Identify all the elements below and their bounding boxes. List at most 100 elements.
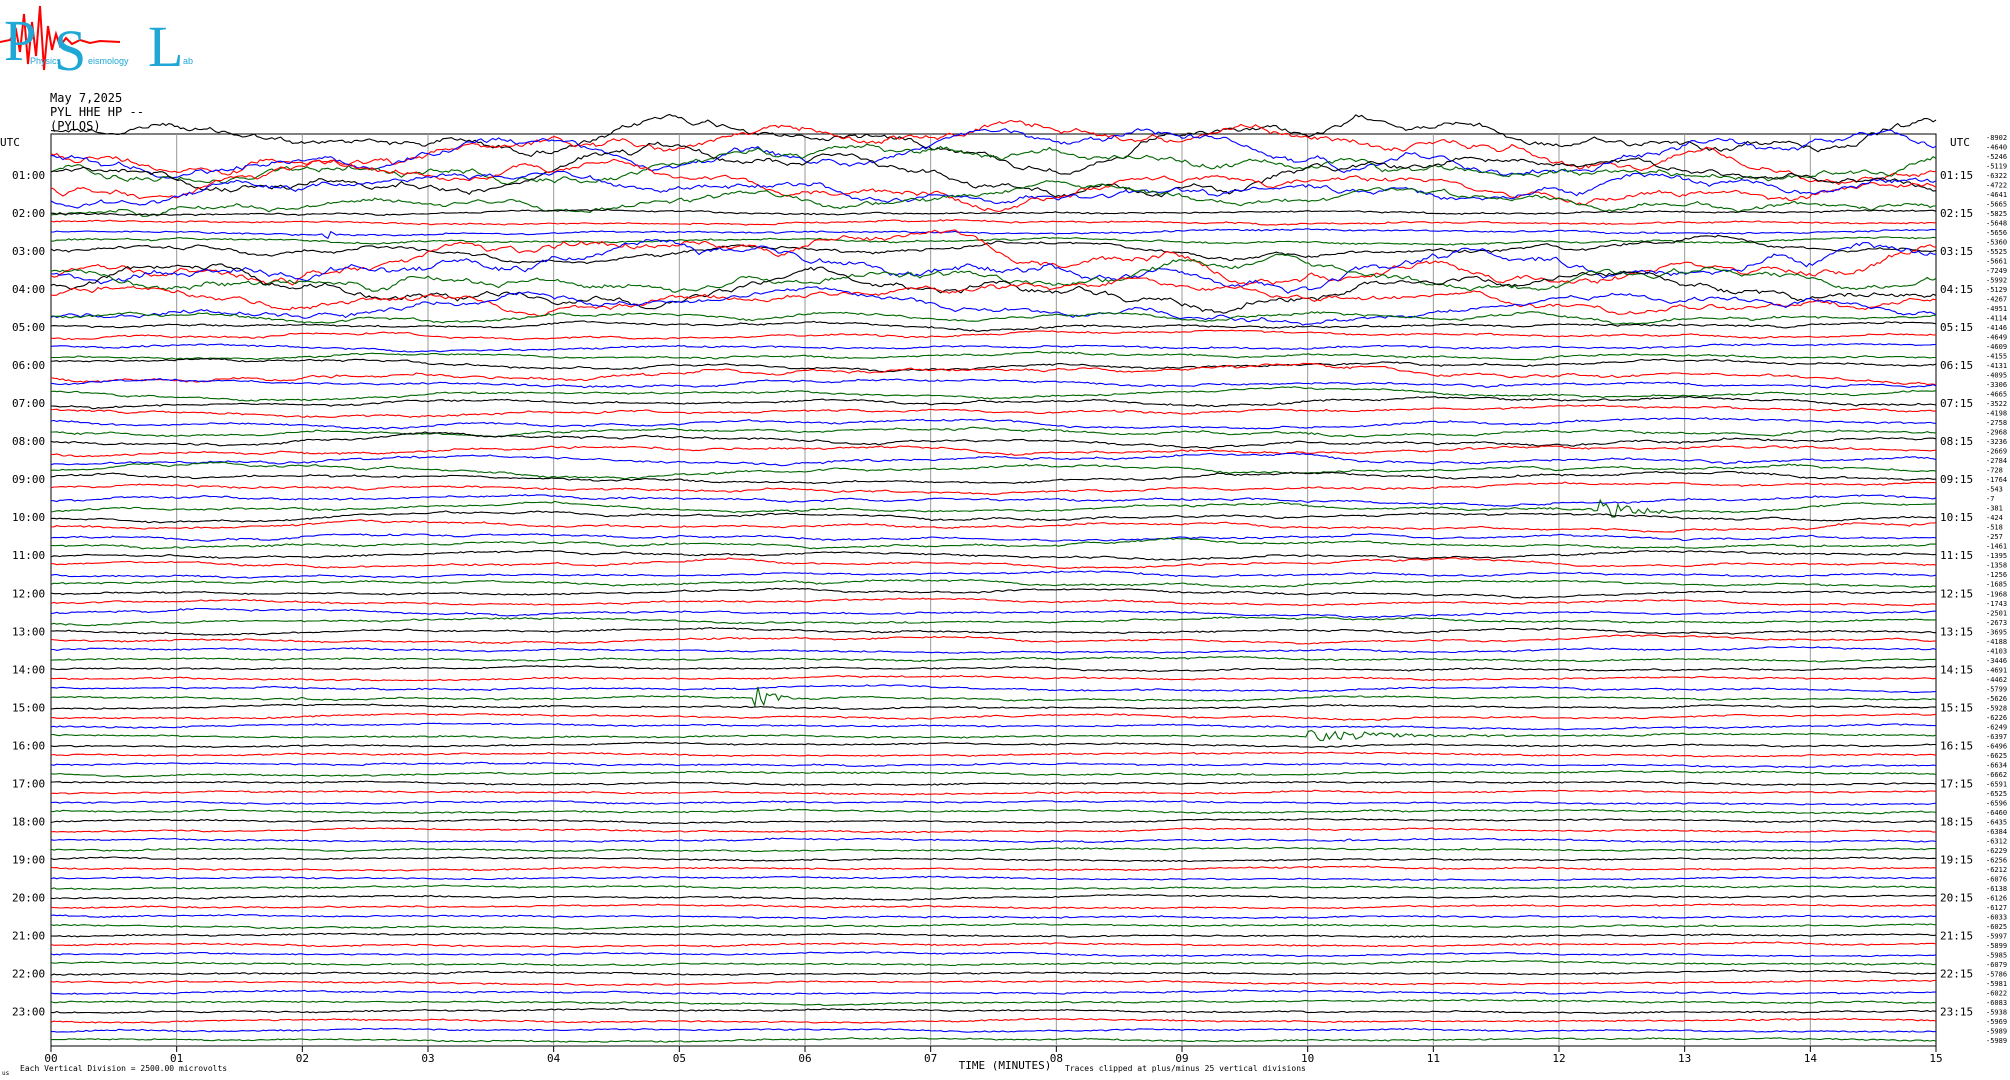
trace-offset-label: -6322 [1986, 172, 2007, 180]
trace-offset-label: -2501 [1986, 609, 2007, 617]
trace-offset-label: -4188 [1986, 638, 2007, 646]
plot-frame [50, 133, 1937, 1047]
trace-offset-label: -6591 [1986, 780, 2007, 788]
trace-line [50, 607, 1936, 619]
trace-line [50, 357, 1937, 373]
trace-offset-label: -1743 [1986, 600, 2007, 608]
trace-line [50, 761, 1937, 769]
trace-offset-label: -5825 [1986, 210, 2007, 218]
left-hour-label: 02:00 [12, 207, 45, 220]
logo-trace [0, 5, 121, 71]
trace-offset-label: -7 [1986, 495, 1994, 503]
trace-line [50, 113, 1937, 175]
trace-offset-label: -6083 [1986, 999, 2007, 1007]
trace-offset-label: -4722 [1986, 182, 2007, 190]
right-hour-label: 03:15 [1940, 245, 1973, 258]
trace-offset-label: -5360 [1986, 239, 2007, 247]
trace-line [50, 1008, 1937, 1015]
trace-offset-label: -6022 [1986, 989, 2007, 997]
left-hour-label: 21:00 [12, 929, 45, 942]
trace-offset-label: -4131 [1986, 362, 2007, 370]
right-hour-label: 14:15 [1940, 663, 1973, 676]
psl-logo: P S L Physics eismology ab [0, 5, 193, 80]
trace-line [50, 932, 1937, 938]
trace-line [50, 170, 1937, 209]
right-hour-label: 13:15 [1940, 625, 1973, 638]
trace-line [50, 570, 1937, 579]
trace-offset-label: -6662 [1986, 771, 2007, 779]
trace-line [50, 941, 1937, 948]
trace-offset-label: -6496 [1986, 742, 2007, 750]
trace-offset-label: -424 [1986, 514, 2003, 522]
left-hour-label: 17:00 [12, 777, 45, 790]
right-hour-label: 23:15 [1940, 1005, 1973, 1018]
trace-offset-label: -6126 [1986, 894, 2007, 902]
trace-line [50, 998, 1937, 1007]
trace-offset-label: -6384 [1986, 828, 2007, 836]
x-tick-label: 03 [421, 1052, 434, 1065]
trace-line [50, 395, 1937, 410]
trace-line [50, 141, 1937, 198]
trace-offset-label: -1358 [1986, 562, 2007, 570]
traces [50, 113, 1937, 1043]
trace-line [50, 519, 1937, 533]
trace-line [50, 951, 1937, 958]
trace-line [50, 208, 1937, 217]
right-hour-label: 02:15 [1940, 207, 1973, 220]
trace-line [50, 818, 1937, 825]
right-hour-label: 19:15 [1940, 853, 1973, 866]
trace-line [50, 587, 1937, 599]
trace-line [50, 286, 1937, 326]
trace-offset-label: -518 [1986, 524, 2003, 532]
trace-offset-label: -1256 [1986, 571, 2007, 579]
x-tick-label: 01 [170, 1052, 183, 1065]
trace-line [50, 800, 1937, 806]
x-tick-label: 00 [44, 1052, 57, 1065]
clip-note: Traces clipped at plus/minus 25 vertical… [1065, 1064, 1306, 1073]
trace-line [50, 686, 1937, 708]
trace-offset-label: -5938 [1986, 1008, 2007, 1016]
trace-offset-label: -5119 [1986, 163, 2007, 171]
trace-offset-label: -5989 [1986, 1037, 2007, 1045]
right-hour-label: 05:15 [1940, 321, 1973, 334]
x-tick-label: 13 [1678, 1052, 1691, 1065]
x-tick-label: 10 [1301, 1052, 1314, 1065]
x-axis-label: TIME (MINUTES) [959, 1059, 1052, 1072]
trace-line [50, 634, 1937, 645]
trace-offset-label: -5525 [1986, 248, 2007, 256]
left-hour-label: 03:00 [12, 245, 45, 258]
left-hour-label: 11:00 [12, 549, 45, 562]
trace-line [50, 712, 1937, 721]
trace-offset-label: -5656 [1986, 229, 2007, 237]
trace-line [50, 431, 1937, 449]
left-hour-label: 10:00 [12, 511, 45, 524]
trace-offset-label: -5129 [1986, 286, 2007, 294]
trace-offset-label: -2669 [1986, 448, 2007, 456]
trace-line [50, 875, 1937, 882]
trace-offset-label: -5665 [1986, 201, 2007, 209]
trace-offset-label: -4641 [1986, 191, 2007, 199]
trace-offset-label: -4691 [1986, 666, 2007, 674]
trace-offset-label: -6249 [1986, 723, 2007, 731]
trace-offset-label: -6079 [1986, 961, 2007, 969]
corner-label: us [2, 1070, 10, 1077]
trace-line [50, 894, 1937, 901]
left-hour-label: 08:00 [12, 435, 45, 448]
trace-line [50, 461, 1937, 480]
trace-offset-label: -5969 [1986, 1018, 2007, 1026]
trace-line [50, 378, 1937, 389]
logo-word-lab: ab [183, 56, 193, 66]
left-hour-label: 20:00 [12, 891, 45, 904]
trace-line [50, 989, 1936, 996]
trace-line [50, 219, 1937, 226]
left-hour-label: 19:00 [12, 853, 45, 866]
trace-offset-label: -4640 [1986, 144, 2007, 152]
trace-offset-label: -4951 [1986, 305, 2007, 313]
right-hour-label: 09:15 [1940, 473, 1973, 486]
trace-line [50, 143, 1937, 186]
trace-offset-label: -1968 [1986, 590, 2007, 598]
trace-offset-label: -4103 [1986, 647, 2007, 655]
left-hour-label: 05:00 [12, 321, 45, 334]
left-hour-label: 01:00 [12, 169, 45, 182]
trace-offset-label: -6229 [1986, 847, 2007, 855]
